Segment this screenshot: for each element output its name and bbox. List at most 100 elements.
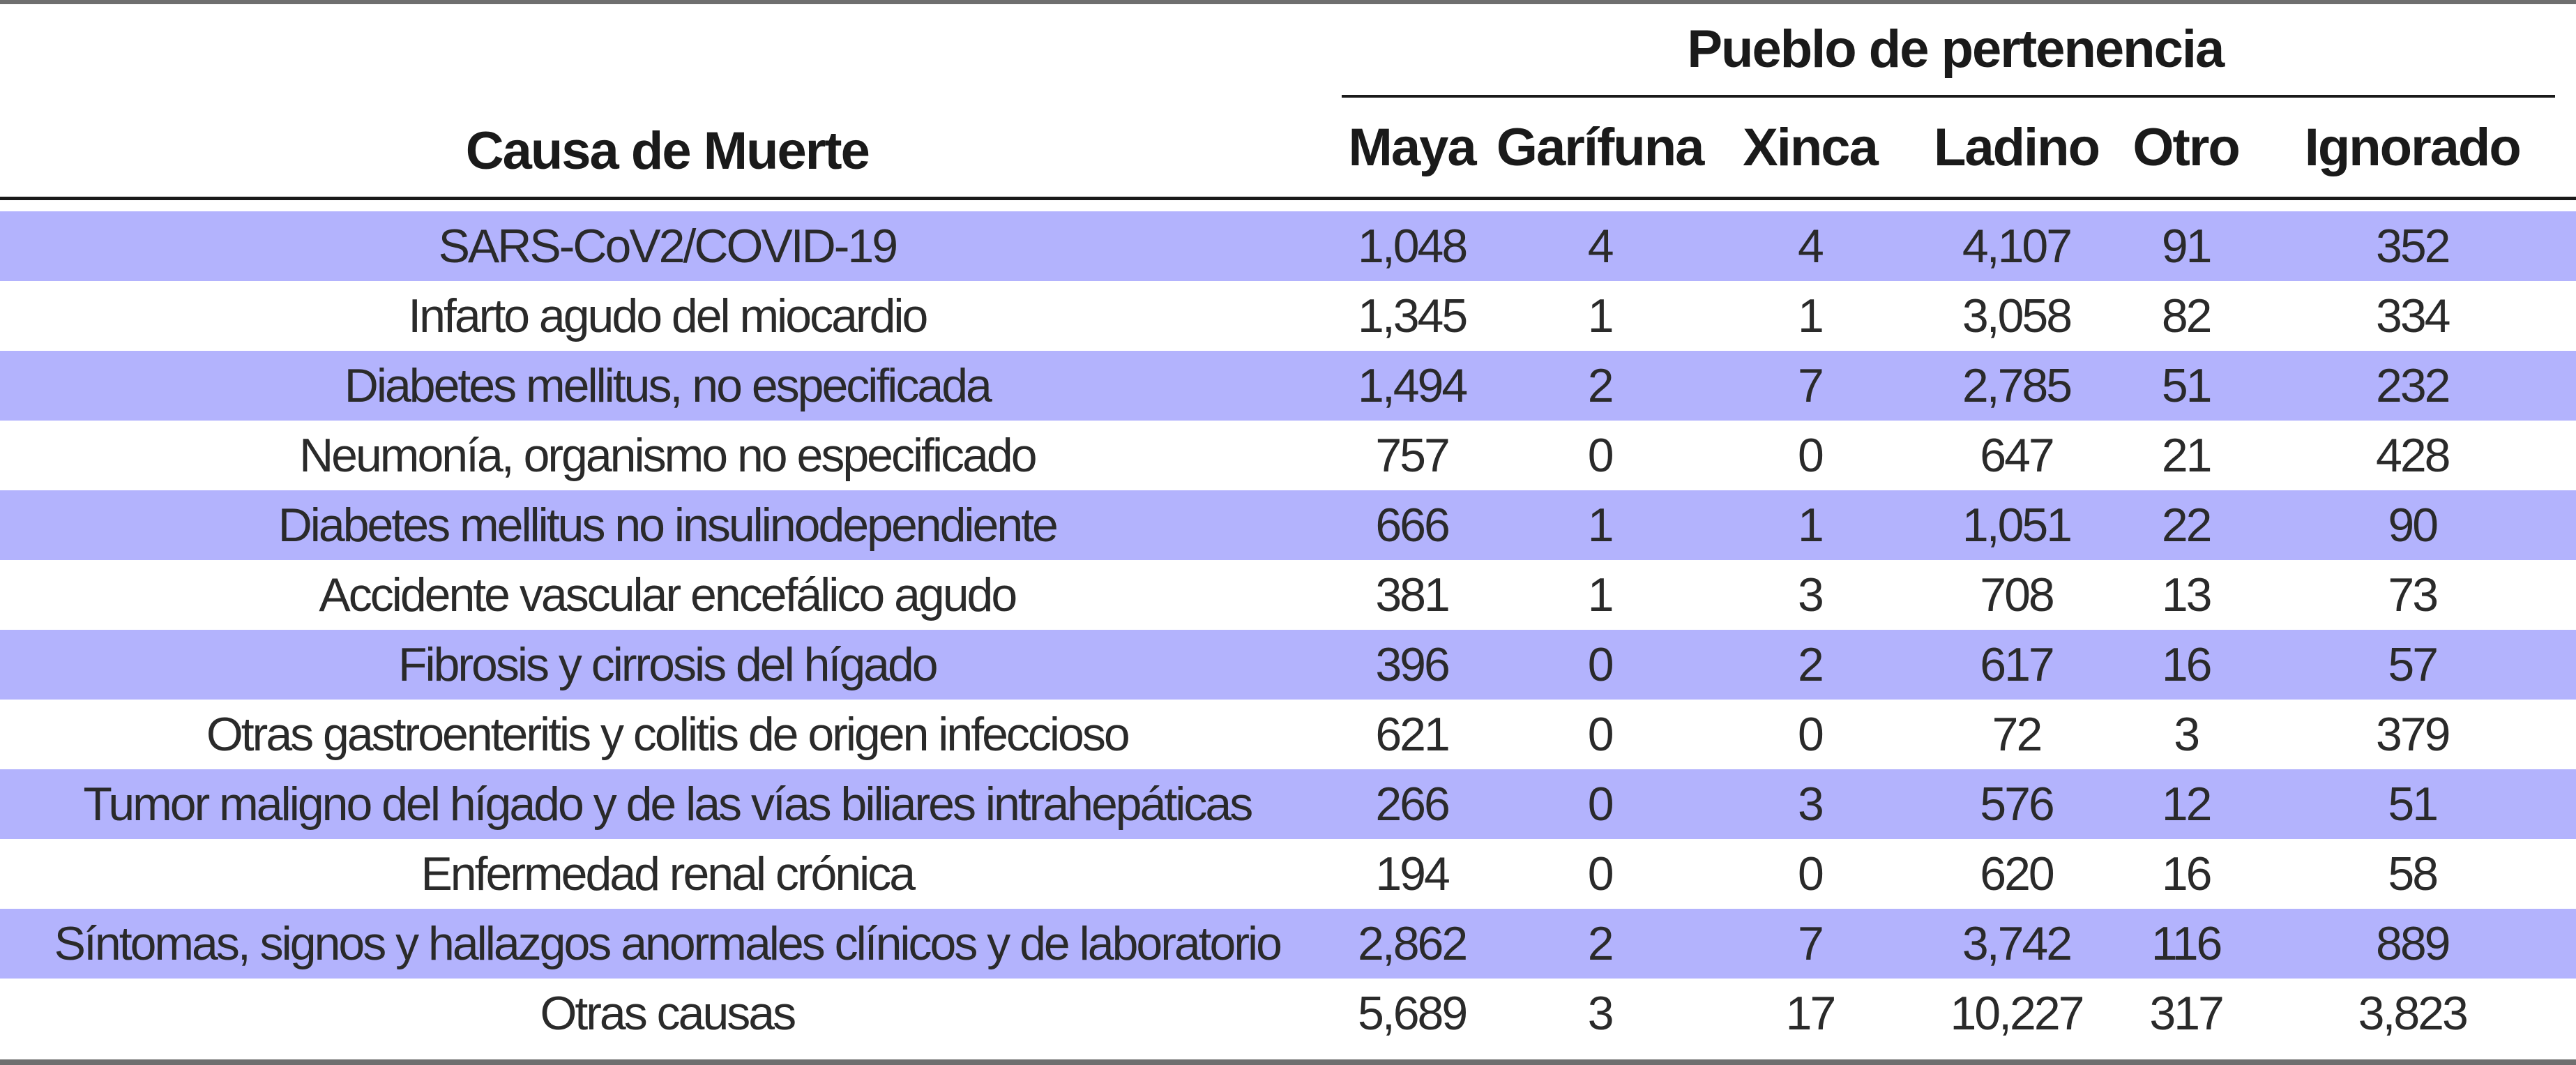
value-cell-ladino: 4,107: [1909, 211, 2123, 281]
value-cell-ladino: 576: [1909, 769, 2123, 839]
value-cell-garifuna: 0: [1489, 769, 1711, 839]
cause-cell: Infarto agudo del miocardio: [408, 289, 928, 342]
value-cell-ignorado: 90: [2248, 490, 2576, 560]
header-spacer: [0, 199, 2576, 212]
value-cell-otro: 91: [2123, 211, 2249, 281]
value-cell-ignorado: 334: [2376, 289, 2450, 342]
value-cell-ladino: 617: [1909, 630, 2123, 700]
value-cell-maya: 1,048: [1334, 211, 1490, 281]
cause-cell: SARS-CoV2/COVID-19: [0, 211, 1335, 281]
value-cell-garifuna: 0: [1489, 630, 1711, 700]
value-cell-ignorado: 352: [2248, 211, 2576, 281]
value-cell-garifuna: 3: [1587, 987, 1614, 1040]
cause-column-header: Causa de Muerte: [0, 0, 1335, 200]
value-cell-ignorado: 58: [2388, 847, 2439, 900]
value-cell-ignorado: 889: [2248, 909, 2576, 979]
value-cell-ladino: 72: [1992, 708, 2043, 761]
value-cell-xinca: 3: [1798, 568, 1824, 621]
value-cell-otro: 116: [2123, 909, 2249, 979]
table-row: Neumonía, organismo no especificado 757 0 0…: [0, 421, 2576, 490]
value-cell-otro: 16: [2161, 847, 2213, 900]
value-cell-xinca: 3: [1710, 769, 1910, 839]
value-cell-maya: 396: [1334, 630, 1490, 700]
value-cell-garifuna: 0: [1587, 429, 1614, 482]
value-cell-garifuna: 4: [1489, 211, 1711, 281]
value-cell-ignorado: 51: [2248, 769, 2576, 839]
value-cell-xinca: 17: [1785, 987, 1837, 1040]
value-cell-maya: 1,494: [1334, 351, 1490, 421]
value-cell-maya: 666: [1334, 490, 1490, 560]
value-cell-ignorado: 428: [2376, 429, 2450, 482]
cause-cell: Neumonía, organismo no especificado: [299, 429, 1037, 482]
value-cell-otro: 12: [2123, 769, 2249, 839]
value-cell-ladino: 10,227: [1950, 987, 2084, 1040]
value-cell-xinca: 0: [1798, 847, 1824, 900]
value-cell-ignorado: 57: [2248, 630, 2576, 700]
value-cell-maya: 381: [1375, 568, 1450, 621]
value-cell-maya: 757: [1375, 429, 1450, 482]
header-row-columns: Maya Garífuna Xinca Ladino Otro Ignorado: [0, 98, 2576, 200]
value-cell-ignorado: 3,823: [2358, 987, 2469, 1040]
value-cell-ladino: 1,051: [1909, 490, 2123, 560]
table-row: Enfermedad renal crónica 194 0 0 620 16 58: [0, 839, 2576, 909]
table-row: Fibrosis y cirrosis del hígado 396 0 2 617 16…: [0, 630, 2576, 700]
value-cell-xinca: 7: [1710, 909, 1910, 979]
value-cell-maya: 621: [1375, 708, 1450, 761]
value-cell-ladino: 3,058: [1962, 289, 2073, 342]
value-cell-garifuna: 2: [1489, 351, 1711, 421]
value-cell-xinca: 0: [1798, 429, 1824, 482]
value-cell-ignorado: 73: [2388, 568, 2439, 621]
cause-cell: Enfermedad renal crónica: [421, 847, 916, 900]
table-row: SARS-CoV2/COVID-19 1,048 4 4 4,107 91 352: [0, 211, 2576, 281]
value-cell-otro: 317: [2149, 987, 2224, 1040]
table-row: Otras gastroenteritis y colitis de orige…: [0, 700, 2576, 769]
value-cell-otro: 13: [2161, 568, 2213, 621]
cause-cell: Síntomas, signos y hallazgos anormales c…: [0, 909, 1335, 979]
column-header-xinca: Xinca: [1710, 98, 1910, 200]
value-cell-xinca: 2: [1710, 630, 1910, 700]
value-cell-ladino: 3,742: [1909, 909, 2123, 979]
cause-cell: Tumor maligno del hígado y de las vías b…: [0, 769, 1335, 839]
value-cell-otro: 22: [2123, 490, 2249, 560]
header-row-group: Causa de Muerte Pueblo de pertenencia: [0, 0, 2576, 200]
value-cell-maya: 1,345: [1358, 289, 1468, 342]
column-header-maya: Maya: [1334, 98, 1490, 200]
cause-cell: Diabetes mellitus no insulinodependiente: [0, 490, 1335, 560]
value-cell-maya: 5,689: [1358, 987, 1468, 1040]
cause-cell: Accidente vascular encefálico agudo: [319, 568, 1017, 621]
value-cell-garifuna: 0: [1587, 847, 1614, 900]
column-header-otro: Otro: [2123, 98, 2249, 200]
value-cell-ladino: 647: [1980, 429, 2054, 482]
cause-cell: Otras gastroenteritis y colitis de orige…: [206, 708, 1130, 761]
value-cell-maya: 2,862: [1334, 909, 1490, 979]
table-row: Accidente vascular encefálico agudo 381 1 3…: [0, 560, 2576, 630]
value-cell-garifuna: 1: [1489, 490, 1711, 560]
group-header-rule: [1341, 95, 2555, 98]
column-header-garifuna: Garífuna: [1489, 98, 1711, 200]
value-cell-garifuna: 0: [1587, 708, 1614, 761]
table-row: Diabetes mellitus, no especificada 1,494 2…: [0, 351, 2576, 421]
value-cell-otro: 82: [2161, 289, 2213, 342]
value-cell-xinca: 1: [1798, 289, 1824, 342]
value-cell-garifuna: 1: [1587, 289, 1614, 342]
value-cell-ladino: 620: [1980, 847, 2054, 900]
value-cell-garifuna: 2: [1489, 909, 1711, 979]
value-cell-ladino: 708: [1980, 568, 2054, 621]
group-header-label: Pueblo de pertenencia: [1687, 19, 2225, 79]
cause-cell: Fibrosis y cirrosis del hígado: [0, 630, 1335, 700]
column-header-ladino: Ladino: [1909, 98, 2123, 200]
value-cell-otro: 3: [2174, 708, 2200, 761]
table-body: SARS-CoV2/COVID-19 1,048 4 4 4,107 91 352 Infar…: [0, 199, 2576, 1049]
value-cell-ladino: 2,785: [1909, 351, 2123, 421]
value-cell-xinca: 1: [1710, 490, 1910, 560]
table-header: Causa de Muerte Pueblo de pertenencia Ma…: [0, 0, 2576, 200]
value-cell-otro: 16: [2123, 630, 2249, 700]
cause-cell: Diabetes mellitus, no especificada: [0, 351, 1335, 421]
group-header: Pueblo de pertenencia: [1335, 0, 2576, 98]
column-header-ignorado: Ignorado: [2248, 98, 2576, 200]
table-row: Infarto agudo del miocardio 1,345 1 1 3,058 8…: [0, 281, 2576, 351]
value-cell-otro: 21: [2161, 429, 2213, 482]
value-cell-ignorado: 379: [2376, 708, 2450, 761]
cause-cell: Otras causas: [540, 987, 796, 1040]
